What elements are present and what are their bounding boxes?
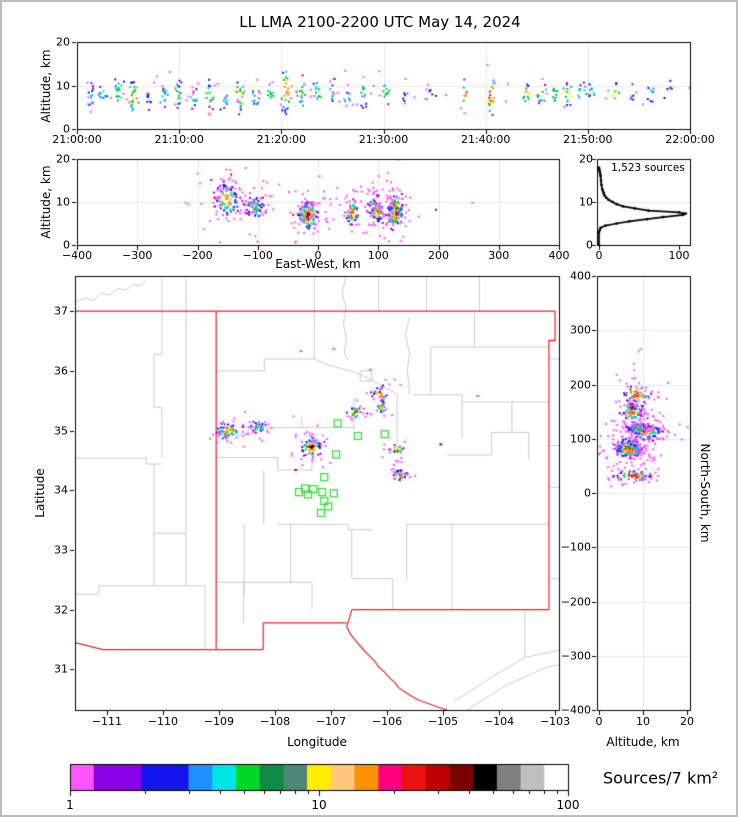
tick-label: 0 [595,249,603,262]
tick-label: −107 [315,715,347,728]
tick-label: 21:40:00 [460,133,511,146]
map-y-axis-label: Latitude [33,468,47,518]
map-x-axis-label: Longitude [287,735,347,749]
tick-label: −103 [539,715,571,728]
tick-label: 10 [311,798,327,812]
tick-label: 37 [54,304,68,318]
tick-label: 21:50:00 [563,133,613,146]
tick-label: −111 [91,715,123,728]
tick-label: 35 [54,424,68,438]
tick-label: 0 [63,238,70,252]
tick-label: 100 [570,432,591,446]
tick-label: −400 [560,703,591,717]
tick-label: 34 [54,483,68,497]
ns-height-y-axis-label: North-South, km [698,443,712,543]
tick-label: −400 [61,249,93,262]
tick-label: 21:20:00 [256,133,307,146]
tick-label: 100 [556,798,580,812]
tick-label: 21:10:00 [154,133,204,146]
tick-label: 0 [595,715,603,728]
tick-label: 20 [579,152,593,166]
tick-label: 1 [66,798,74,812]
tick-label: 33 [54,543,68,557]
tick-label: 21:00:00 [52,133,102,146]
tick-label: 300 [488,249,510,262]
time-height-y-axis-label: Altitude, km [39,49,53,123]
tick-label: 20 [56,35,70,49]
tick-label: 200 [570,378,591,391]
tick-label: 10 [56,195,70,209]
tick-label: 400 [570,269,591,283]
tick-label: −200 [560,595,591,608]
tick-label: 0 [586,238,593,252]
tick-label: −108 [259,715,291,728]
tick-label: −105 [427,715,459,728]
tick-label: 20 [680,715,694,728]
tick-label: 21:30:00 [358,133,409,146]
ew-height-y-axis-label: Altitude, km [39,165,53,239]
tick-label: 100 [367,249,389,262]
tick-label: −104 [483,715,515,728]
tick-label: 10 [579,195,593,209]
tick-label: −110 [147,715,179,728]
colorbar-label: Sources/7 km² [603,768,719,788]
tick-label: 0 [63,122,70,136]
tick-label: 10 [56,79,70,92]
tick-label: 100 [668,249,690,262]
tick-label: 200 [428,249,449,262]
source-count-annotation: 1,523 sources [611,162,685,174]
tick-label: −100 [242,249,273,262]
tick-label: 10 [636,715,650,728]
tick-label: 31 [54,662,68,676]
tick-label: 0 [314,249,322,262]
tick-label: 20 [56,152,70,166]
ew-height-x-axis-label: East-West, km [275,257,361,271]
tick-label: −300 [560,649,591,663]
ns-height-x-axis-label: Altitude, km [606,735,680,749]
tick-label: 0 [584,486,591,500]
tick-label: −300 [122,249,153,262]
tick-label: −106 [371,715,403,728]
tick-label: 22:00:00 [665,133,715,146]
tick-label: −200 [182,249,213,262]
tick-label: −109 [203,715,235,728]
tick-label: 300 [570,323,591,337]
tick-label: 32 [54,603,68,617]
figure-title: LL LMA 2100-2200 UTC May 14, 2024 [239,13,521,31]
tick-label: 36 [54,364,68,378]
tick-label: −100 [560,540,591,554]
tick-label: 400 [548,249,570,262]
